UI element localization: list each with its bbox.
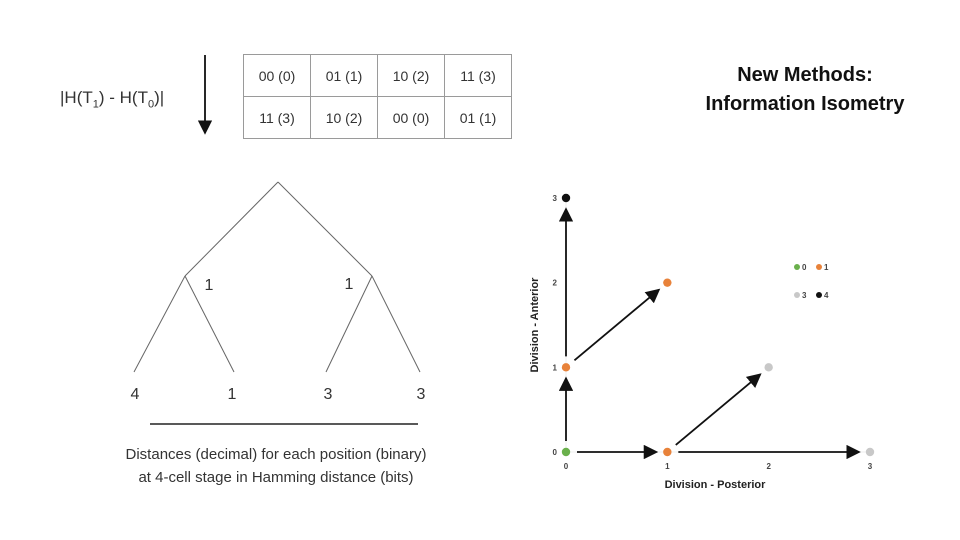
table-cell: 00 (0) <box>377 96 445 139</box>
tree-branch <box>184 181 279 277</box>
tree-branch <box>371 275 421 373</box>
division-scatter-plot: 0 1 2 3 0 1 2 3 Division - Posterior Division - A… <box>529 193 875 491</box>
branch-label: 1 <box>205 277 214 294</box>
y-tick-label: 3 <box>553 194 558 203</box>
leaf-label: 3 <box>324 386 333 403</box>
lineage-tree: 1 1 4 1 3 3 <box>131 181 426 425</box>
x-tick-label: 3 <box>868 462 873 471</box>
tree-caption: Distances (decimal) for each position (b… <box>86 443 466 489</box>
down-arrow-icon <box>197 55 213 135</box>
legend-label: 4 <box>824 291 829 300</box>
x-tick-label: 1 <box>665 462 670 471</box>
data-point <box>865 447 875 457</box>
leaf-label: 1 <box>228 386 237 403</box>
caption-line-2: at 4-cell stage in Hamming distance (bit… <box>138 469 414 486</box>
legend-label: 3 <box>802 291 807 300</box>
legend-label: 0 <box>802 263 807 272</box>
table-cell: 01 (1) <box>444 96 512 139</box>
table-cell: 11 (3) <box>243 96 311 139</box>
binary-position-table: 00 (0) 01 (1) 10 (2) 11 (3) 11 (3) 10 (2… <box>243 54 512 139</box>
x-tick-label: 2 <box>766 462 771 471</box>
table-row: 00 (0) 01 (1) 10 (2) 11 (3) <box>243 54 512 97</box>
x-tick-label: 0 <box>564 462 569 471</box>
legend-marker <box>816 264 822 270</box>
table-cell: 11 (3) <box>444 54 512 97</box>
legend-marker <box>794 264 800 270</box>
y-tick-label: 0 <box>553 448 558 457</box>
vector-arrow <box>675 373 762 446</box>
title-line-2: Information Isometry <box>705 93 905 115</box>
leaf-label: 3 <box>417 386 426 403</box>
data-point <box>764 363 773 372</box>
data-point <box>663 447 672 457</box>
data-point <box>663 278 672 287</box>
title-line-1: New Methods: <box>737 64 873 86</box>
y-tick-label: 1 <box>553 363 558 372</box>
table-row: 11 (3) 10 (2) 00 (0) 01 (1) <box>243 96 512 139</box>
data-point <box>561 363 571 372</box>
caption-line-1: Distances (decimal) for each position (b… <box>125 446 427 463</box>
table-cell: 10 (2) <box>310 96 378 139</box>
tree-branch <box>184 275 235 373</box>
slide-title: New Methods: Information Isometry <box>680 61 930 119</box>
legend-marker <box>816 292 822 298</box>
legend-label: 1 <box>824 263 829 272</box>
table-cell: 01 (1) <box>310 54 378 97</box>
table-cell: 10 (2) <box>377 54 445 97</box>
leaf-label: 4 <box>131 386 140 403</box>
y-tick-label: 2 <box>553 279 558 288</box>
tree-branch <box>277 181 373 277</box>
tree-branch <box>325 275 373 373</box>
branch-label: 1 <box>345 276 354 293</box>
x-axis-label: Division - Posterior <box>665 479 767 491</box>
legend-marker <box>794 292 800 298</box>
data-point <box>561 447 571 457</box>
table-cell: 00 (0) <box>243 54 311 97</box>
data-point <box>561 193 571 203</box>
y-axis-label: Division - Anterior <box>529 277 541 373</box>
tree-branch <box>133 275 186 373</box>
vector-arrow <box>573 288 661 361</box>
hamming-formula: |H(T1) - H(T0)| <box>60 88 165 111</box>
